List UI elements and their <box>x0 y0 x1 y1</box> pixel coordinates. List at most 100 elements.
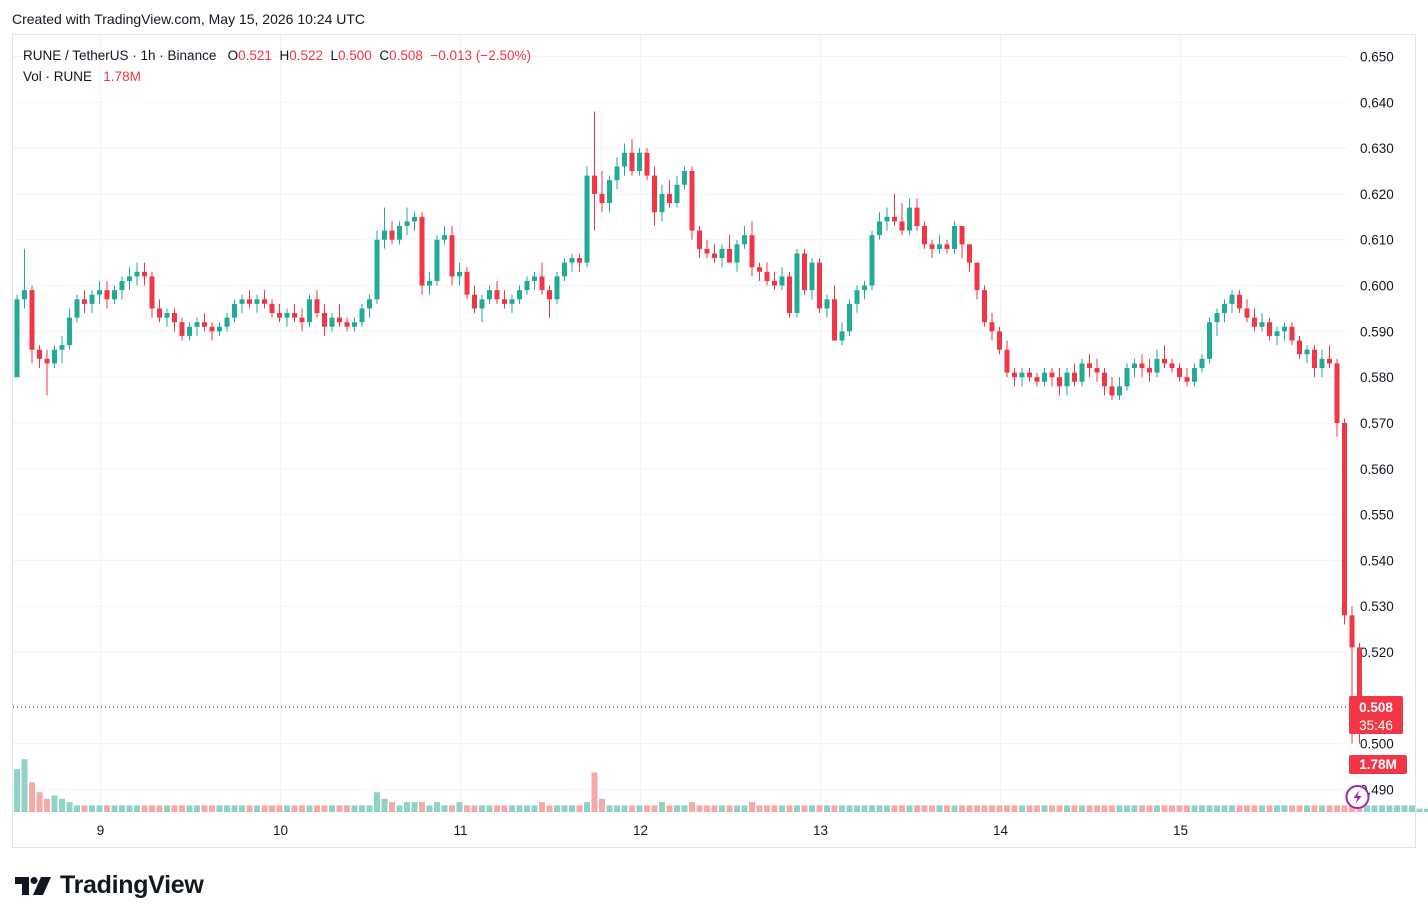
volume-bar <box>989 805 995 812</box>
volume-bar <box>1334 805 1340 812</box>
symbol-label[interactable]: RUNE / TetherUS · 1h · Binance <box>23 48 217 63</box>
candle-body <box>727 248 732 263</box>
candle-body <box>1162 358 1167 364</box>
volume-bar <box>1011 805 1018 812</box>
lightning-icon[interactable] <box>1345 785 1370 809</box>
candle-body <box>532 276 537 281</box>
y-tick-label: 0.640 <box>1360 95 1394 110</box>
candle-body <box>172 313 177 323</box>
volume-bar <box>1281 805 1288 812</box>
volume-bar <box>974 805 980 812</box>
candle-body <box>367 299 372 309</box>
volume-bar <box>1394 805 1400 812</box>
candle-body <box>1102 372 1107 387</box>
y-tick-label: 0.620 <box>1360 187 1394 202</box>
volume-bar <box>104 805 110 812</box>
volume-bar <box>426 805 433 812</box>
volume-bar <box>254 805 260 812</box>
candle-body <box>1117 386 1122 396</box>
volume-bar <box>1214 805 1220 812</box>
volume-bar <box>1071 805 1078 812</box>
candle-body <box>839 331 845 341</box>
candle-body <box>134 271 140 277</box>
y-tick-label: 0.540 <box>1360 553 1394 568</box>
volume-bar <box>1169 805 1175 812</box>
volume-bar <box>1191 805 1198 812</box>
candle-body <box>1214 313 1220 323</box>
volume-bar <box>419 802 425 812</box>
candle-body <box>157 308 162 318</box>
candle-body <box>389 230 395 240</box>
candle-body <box>89 294 95 304</box>
volume-label[interactable]: Vol · RUNE <box>23 69 93 84</box>
volume-bar <box>471 805 478 812</box>
candle-body <box>1297 340 1302 355</box>
volume-bar <box>1424 808 1428 812</box>
candle-body <box>14 299 20 378</box>
candle-body <box>832 299 837 341</box>
legend-volume-row: Vol · RUNE 1.78M <box>23 66 531 87</box>
volume-bar <box>591 772 598 812</box>
candle-body <box>1334 363 1340 423</box>
candle-body <box>599 193 605 204</box>
candle-body <box>847 303 852 332</box>
candle-body <box>899 221 905 231</box>
candle-body <box>1282 326 1287 332</box>
candle-body <box>262 299 267 304</box>
change-value: −0.013 (−2.50%) <box>430 48 531 63</box>
volume-bar <box>411 802 418 812</box>
x-tick-label: 14 <box>993 823 1009 838</box>
candle-body <box>44 358 50 364</box>
close-label: C <box>379 48 390 63</box>
candle-body <box>187 326 192 336</box>
candle-body <box>1192 368 1197 382</box>
volume-bar <box>621 805 628 812</box>
x-tick-label: 12 <box>633 823 648 838</box>
volume-bar <box>1341 805 1348 812</box>
volume-bar <box>831 805 838 812</box>
volume-bar <box>381 798 388 812</box>
candle-body <box>374 239 380 300</box>
volume-bar <box>291 805 298 812</box>
candle-body <box>82 299 87 304</box>
candle-body <box>907 207 912 231</box>
y-tick-label: 0.530 <box>1360 599 1394 614</box>
low-label: L <box>330 48 339 63</box>
candle-body <box>817 262 822 309</box>
volume-bar <box>1064 805 1070 812</box>
candle-body <box>929 244 935 249</box>
tradingview-logo-icon <box>15 876 51 895</box>
volume-bar <box>321 805 328 812</box>
candle-body <box>1199 358 1205 369</box>
volume-bar <box>719 805 725 812</box>
volume-bar <box>531 805 538 812</box>
candle-body <box>127 276 132 281</box>
candle-body <box>884 216 890 222</box>
candle-body <box>1252 317 1257 327</box>
volume-bar <box>651 805 658 812</box>
candle-body <box>67 317 72 346</box>
candle-body <box>1304 349 1310 355</box>
candle-body <box>539 276 545 291</box>
candle-body <box>637 152 642 172</box>
volume-bar <box>126 805 133 812</box>
volume-bar <box>216 805 223 812</box>
volume-bar <box>689 802 695 812</box>
chart-frame[interactable] <box>12 34 1416 848</box>
candle-body <box>329 317 335 327</box>
candle-body <box>149 276 155 309</box>
volume-bar <box>959 805 965 812</box>
candle-body <box>1327 358 1332 364</box>
candle-body <box>224 317 230 327</box>
candle-body <box>862 285 867 291</box>
candle-body <box>1222 303 1227 314</box>
candle-body <box>772 280 777 286</box>
volume-bar <box>1229 805 1235 812</box>
candle-body <box>719 248 725 259</box>
candle-body <box>1154 358 1160 373</box>
volume-bar <box>741 805 748 812</box>
candle-body <box>464 271 470 295</box>
tradingview-logo[interactable]: TradingView <box>14 871 204 900</box>
candle-body <box>119 280 125 291</box>
